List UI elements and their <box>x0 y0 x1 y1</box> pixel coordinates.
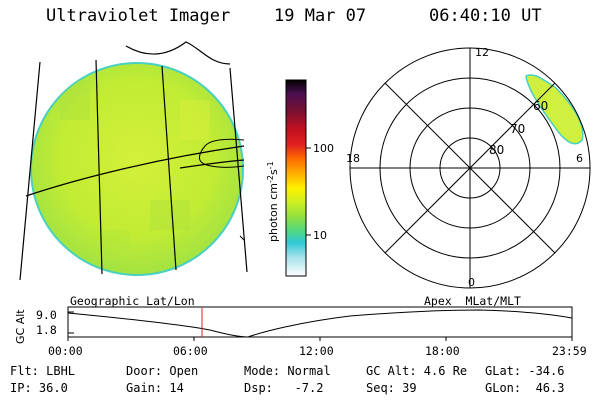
info-ip: IP: 36.0 <box>10 381 68 395</box>
colorbar: 100 10 <box>285 79 334 277</box>
aurora-oval <box>525 74 584 145</box>
tick-label-0600: 06:00 <box>173 344 208 358</box>
earth-disk <box>30 62 244 276</box>
lat-lon-grid <box>19 41 248 281</box>
lat-label-60: 60 <box>533 99 548 113</box>
polar-plot: 12 18 6 0 60 70 80 <box>346 46 591 289</box>
svg-text:GC Alt: GC Alt <box>14 309 27 344</box>
time-label: 06:40:10 UT <box>429 6 542 26</box>
colorbar-tick-10: 10 <box>313 229 327 242</box>
tick-label-0000: 00:00 <box>48 344 83 358</box>
info-glat: GLat: -34.6 <box>485 364 565 378</box>
mlt-label-12: 12 <box>475 46 489 59</box>
info-glon: GLon: 46.3 <box>485 381 565 395</box>
timeline-left-label: Geographic Lat/Lon <box>70 294 195 308</box>
instrument-title: Ultraviolet Imager <box>46 6 231 26</box>
info-flt: Flt: LBHL <box>10 364 76 378</box>
date-label: 19 Mar 07 <box>274 6 367 26</box>
gc-alt-curve <box>67 309 573 338</box>
tick-label-1200: 12:00 <box>299 344 334 358</box>
limb-mark <box>239 235 245 241</box>
timeline-right-label: Apex MLat/MLT <box>424 294 521 308</box>
lat-label-80: 80 <box>489 143 504 157</box>
coastline <box>198 138 245 168</box>
lat-label-70: 70 <box>510 122 525 136</box>
tick-label-1800: 18:00 <box>425 344 460 358</box>
mlt-label-18: 18 <box>346 152 360 165</box>
timeline-ymax: 9.0 <box>36 308 57 322</box>
timeline-ymin: 1.8 <box>36 323 57 337</box>
info-dsp: Dsp: -7.2 <box>244 381 324 395</box>
mlt-label-6: 6 <box>576 152 583 165</box>
timeline-frame <box>67 306 573 338</box>
mlt-label-0: 0 <box>468 276 475 289</box>
timeline-axis-label: GC Alt <box>14 309 27 344</box>
info-mode: Mode: Normal <box>244 364 331 378</box>
info-gain: Gain: 14 <box>126 381 184 395</box>
colorbar-tick-100: 100 <box>313 142 334 155</box>
colorbar-gradient <box>285 79 307 277</box>
colorbar-unit-label: photon cm-2s-1 <box>266 161 280 242</box>
info-door: Door: Open <box>126 364 199 378</box>
tick-label-2359: 23:59 <box>552 344 587 358</box>
svg-text:photon cm-2s-1: photon cm-2s-1 <box>266 161 280 242</box>
info-gc-alt: GC Alt: 4.6 Re <box>366 364 468 378</box>
info-seq: Seq: 39 <box>366 381 417 395</box>
